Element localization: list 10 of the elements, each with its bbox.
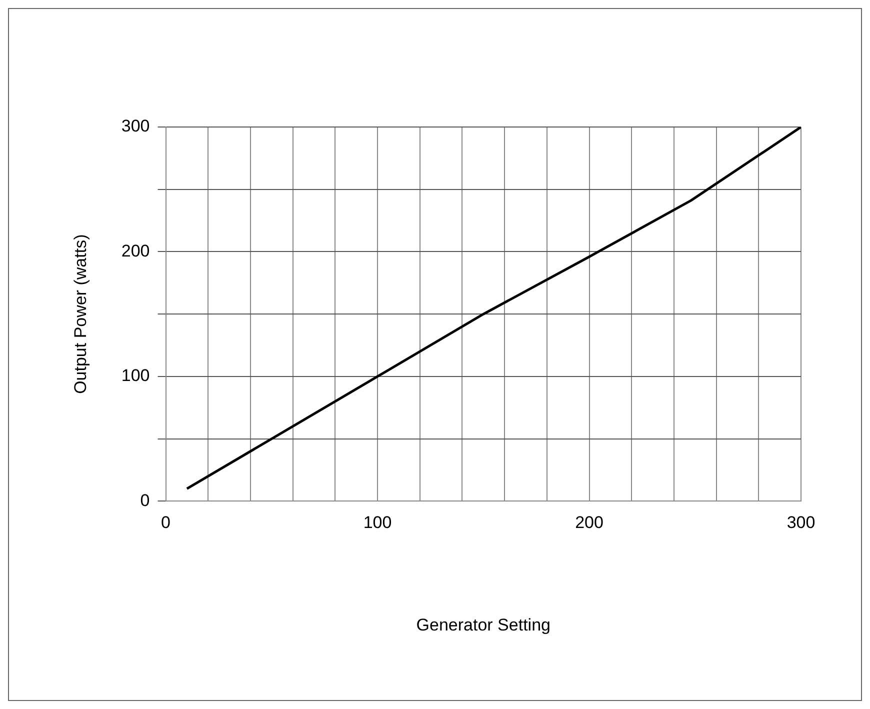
x-tick-label: 0	[161, 513, 170, 532]
y-tick-label: 200	[121, 241, 150, 260]
x-axis-title: Generator Setting	[416, 615, 550, 634]
y-tick-label: 100	[121, 366, 150, 386]
x-tick-label: 200	[575, 513, 604, 532]
y-tick-label: 300	[121, 116, 150, 136]
x-tick-label: 300	[786, 513, 816, 532]
x-tick-label: 100	[363, 513, 392, 532]
y-tick-label: 0	[140, 490, 150, 510]
y-axis-title: Output Power (watts)	[70, 234, 90, 394]
